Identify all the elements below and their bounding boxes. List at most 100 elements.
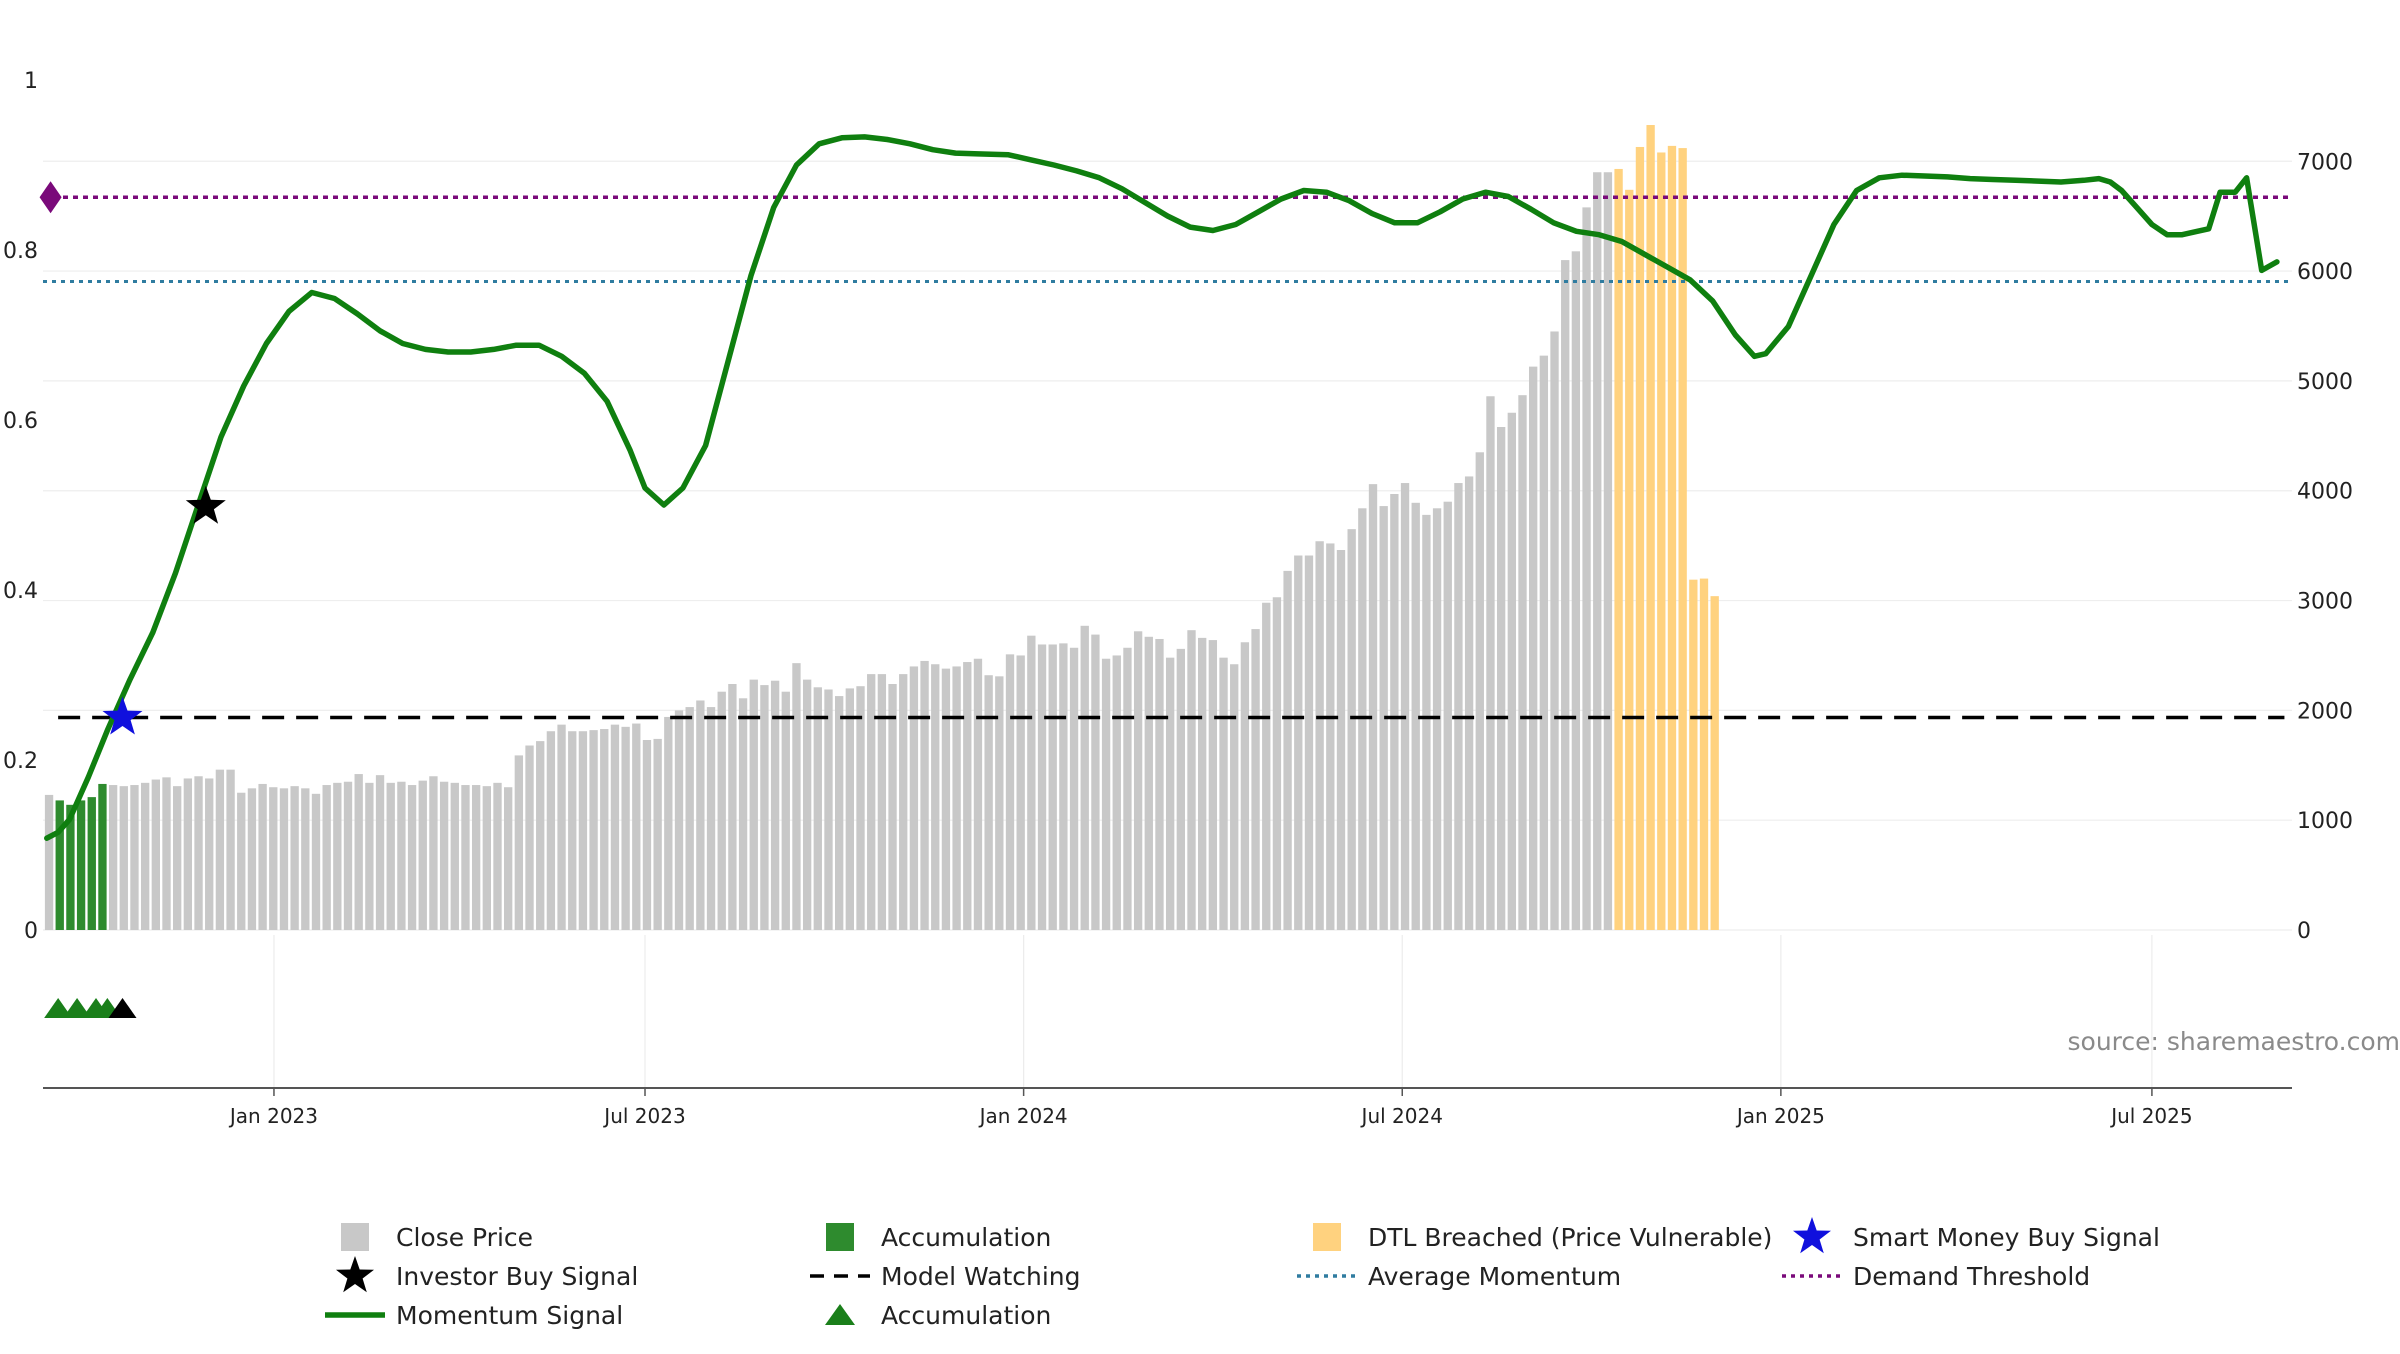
close-price-bar [1369, 484, 1377, 930]
close-price-bar [664, 717, 672, 930]
close-price-bar [333, 783, 341, 930]
close-price-bar [1390, 494, 1398, 930]
legend-square-icon [1313, 1223, 1341, 1251]
close-price-bar [515, 755, 523, 930]
dtl-breached-bar [1700, 579, 1708, 930]
legend-entry: Accumulation [826, 1223, 1051, 1252]
close-price-bar [237, 793, 245, 930]
close-price-bar [835, 696, 843, 930]
left-axis-tick-label: 0.6 [3, 409, 38, 434]
legend-label: Accumulation [881, 1223, 1051, 1252]
close-price-bar [984, 675, 992, 930]
close-price-bar [995, 676, 1003, 930]
dtl-breached-bar [1678, 148, 1686, 930]
x-axis-tick-label: Jul 2024 [1360, 1104, 1443, 1128]
x-axis-tick-label: Jan 2023 [228, 1104, 318, 1128]
close-price-bar [525, 746, 533, 931]
close-price-bar [589, 730, 597, 930]
legend-label: Momentum Signal [396, 1301, 623, 1330]
close-price-bar [493, 783, 501, 930]
close-price-bar [483, 786, 491, 930]
dtl-breached-bar [1711, 596, 1719, 930]
legend-black-star-icon [336, 1256, 374, 1292]
close-price-bar [686, 707, 694, 930]
close-price-bar [248, 788, 256, 930]
close-price-bar [1219, 658, 1227, 930]
legend-entry: Demand Threshold [1782, 1262, 2090, 1291]
close-price-bar [1561, 260, 1569, 930]
close-price-bar [653, 739, 661, 930]
close-price-bar [611, 725, 619, 930]
legend-label: Model Watching [881, 1262, 1081, 1291]
dtl-breached-bar [1689, 580, 1697, 930]
close-price-bar [173, 786, 181, 930]
close-price-bar [1166, 658, 1174, 930]
close-price-bar [547, 731, 555, 930]
close-price-bar [1604, 172, 1612, 930]
legend-entry: Accumulation [825, 1301, 1051, 1330]
close-price-bar [1348, 529, 1356, 930]
legend-entry: Average Momentum [1297, 1262, 1621, 1291]
close-price-bar [1081, 626, 1089, 930]
close-price-bar [888, 684, 896, 930]
close-price-bar [920, 661, 928, 930]
close-price-bar [846, 688, 854, 930]
close-price-bar [1241, 642, 1249, 930]
close-price-bar [696, 700, 704, 930]
close-price-bar [1550, 331, 1558, 930]
close-price-bar [387, 783, 395, 930]
close-price-bar [141, 783, 149, 930]
close-price-bar [461, 785, 469, 930]
close-price-bar [258, 784, 266, 930]
close-price-bar [878, 674, 886, 930]
close-price-bar [1518, 395, 1526, 930]
close-price-bar [355, 774, 363, 930]
close-price-bar [1294, 556, 1302, 930]
demand-threshold-marker [40, 181, 62, 213]
close-price-bar [536, 741, 544, 930]
source-annotation: source: sharemaestro.com [2068, 1027, 2400, 1056]
close-price-bar [867, 674, 875, 930]
right-axis-tick-label: 1000 [2297, 809, 2353, 834]
close-price-bar [397, 782, 405, 930]
close-price-bar [419, 781, 427, 930]
dtl-breached-bar [1657, 152, 1665, 930]
close-price-bar [323, 785, 331, 930]
close-price-bar [1422, 515, 1430, 930]
close-price-bar [1187, 630, 1195, 930]
close-price-bar [1529, 367, 1537, 930]
close-price-bar [1476, 452, 1484, 930]
x-axis-tick-label: Jul 2025 [2109, 1104, 2192, 1128]
right-axis-tick-label: 6000 [2297, 260, 2353, 285]
legend-entry: Model Watching [810, 1262, 1081, 1291]
x-axis-tick-label: Jan 2024 [978, 1104, 1068, 1128]
close-price-bar [707, 707, 715, 930]
close-price-bar [1091, 635, 1099, 930]
close-price-bar [1486, 396, 1494, 930]
close-price-bar [782, 692, 790, 930]
close-price-bar [974, 659, 982, 930]
close-price-bar [1572, 251, 1580, 930]
close-price-bar [718, 692, 726, 930]
dtl-breached-bar [1625, 190, 1633, 930]
x-axis-tick-label: Jan 2025 [1735, 1104, 1825, 1128]
close-price-bar [1497, 427, 1505, 930]
accumulation-bar [98, 784, 106, 930]
close-price-bar [621, 727, 629, 930]
close-price-bar [365, 783, 373, 930]
right-axis-tick-label: 3000 [2297, 590, 2353, 615]
close-price-bar [184, 778, 192, 930]
left-axis-tick-label: 0.8 [3, 239, 38, 264]
close-price-bar [632, 724, 640, 930]
legend-blue-star-icon [1793, 1217, 1831, 1253]
close-price-bar [1305, 556, 1313, 930]
close-price-bar [568, 731, 576, 930]
right-axis-tick-label: 2000 [2297, 699, 2353, 724]
close-price-bar [205, 778, 213, 930]
legend-triangle-icon [825, 1304, 855, 1325]
dtl-breached-bar [1614, 169, 1622, 930]
close-price-bar [301, 788, 309, 930]
legend-square-icon [826, 1223, 854, 1251]
dtl-breached-bar [1668, 146, 1676, 930]
